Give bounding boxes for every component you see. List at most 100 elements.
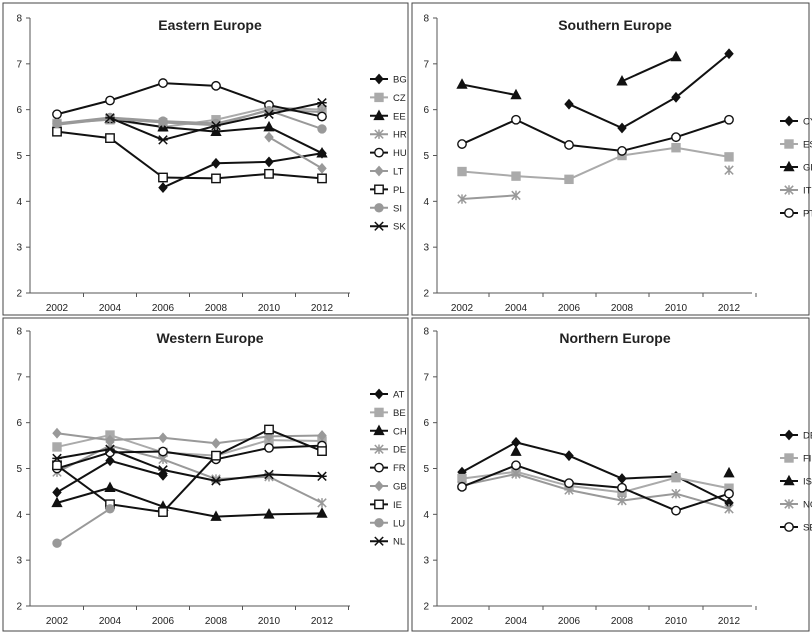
- x-tick-label: 2010: [258, 303, 281, 314]
- series-line-segment: [675, 475, 730, 504]
- series-at: [52, 455, 168, 498]
- legend-label: NO: [803, 500, 812, 511]
- data-point: [511, 190, 521, 201]
- data-point: [564, 450, 574, 462]
- data-point: [724, 114, 734, 125]
- data-point: [52, 442, 62, 452]
- series-line-segment: [109, 137, 164, 179]
- legend-marker: [374, 73, 384, 85]
- data-point: [457, 194, 467, 204]
- series-line-segment: [515, 118, 570, 146]
- series-line-segment: [162, 120, 217, 125]
- series-line-segment: [215, 473, 270, 482]
- data-point: [317, 111, 327, 122]
- series-line-segment: [268, 512, 323, 516]
- series-line-segment: [621, 492, 677, 502]
- data-point: [616, 74, 628, 86]
- legend-marker: [374, 165, 384, 177]
- data-point: [317, 173, 327, 184]
- series-line-segment: [568, 154, 623, 181]
- legend-marker: [373, 109, 385, 121]
- series-line-segment: [56, 130, 111, 140]
- y-tick-label: 7: [16, 59, 22, 70]
- data-point: [671, 132, 681, 143]
- data-point: [671, 143, 681, 153]
- data-point: [264, 469, 274, 480]
- series-line-segment: [56, 432, 111, 442]
- data-point: [671, 505, 681, 516]
- legend-marker: [374, 388, 384, 400]
- series-line-segment: [109, 116, 164, 141]
- series-sk: [105, 98, 327, 145]
- series-lt: [264, 131, 327, 174]
- data-point: [317, 471, 327, 482]
- y-tick-label: 3: [16, 243, 22, 254]
- x-tick-label: 2012: [311, 616, 334, 627]
- data-point: [105, 444, 115, 454]
- series-line-segment: [268, 172, 323, 180]
- chart-title: Southern Europe: [558, 17, 672, 33]
- data-point: [724, 152, 734, 162]
- legend-label: PT: [803, 209, 812, 220]
- legend-label: CY: [803, 117, 812, 128]
- data-point: [564, 174, 574, 185]
- legend-marker: [374, 147, 384, 158]
- y-tick-label: 7: [423, 59, 429, 70]
- series-line-segment: [56, 117, 111, 126]
- y-tick-label: 7: [423, 372, 429, 383]
- series-ie: [52, 424, 327, 517]
- series-line-segment: [56, 99, 111, 116]
- series-line-segment: [461, 83, 517, 96]
- data-point: [158, 507, 168, 517]
- legend-label: NL: [393, 537, 405, 548]
- y-tick-label: 2: [16, 289, 22, 300]
- data-point: [317, 162, 327, 174]
- data-point: [105, 434, 115, 446]
- series-line-segment: [215, 439, 270, 457]
- chart-title: Northern Europe: [559, 330, 670, 346]
- series-line-segment: [215, 172, 270, 180]
- data-point: [52, 427, 62, 439]
- data-point: [105, 455, 115, 467]
- data-point: [211, 157, 221, 169]
- chart-title: Western Europe: [156, 330, 263, 346]
- series-line-segment: [675, 476, 730, 490]
- series-line-segment: [675, 118, 730, 139]
- data-point: [456, 78, 468, 89]
- data-point: [52, 118, 62, 129]
- data-point: [52, 460, 62, 471]
- series-line-segment: [675, 492, 730, 512]
- data-point: [511, 171, 521, 181]
- series-line-segment: [162, 450, 217, 461]
- legend-label: FR: [393, 463, 406, 474]
- x-tick-label: 2012: [718, 616, 741, 627]
- series-hu: [52, 78, 327, 122]
- series-line-segment: [162, 176, 217, 180]
- y-tick-label: 5: [16, 151, 22, 162]
- data-point: [617, 495, 627, 506]
- x-tick-label: 2002: [46, 616, 69, 627]
- legend-marker: [374, 203, 384, 213]
- legend-marker: [784, 499, 794, 509]
- panel-frame: [411, 2, 810, 316]
- data-point: [263, 120, 275, 132]
- legend-marker: [374, 221, 384, 231]
- data-point: [617, 482, 627, 493]
- data-point: [511, 469, 521, 479]
- data-point: [511, 460, 521, 471]
- series-line-segment: [109, 459, 164, 477]
- series-line-segment: [162, 505, 217, 518]
- y-tick-label: 8: [16, 327, 22, 338]
- series-line-segment: [268, 444, 323, 449]
- series-line-segment: [56, 507, 111, 545]
- data-point: [52, 453, 62, 464]
- data-point: [724, 504, 734, 514]
- legend-label: EE: [393, 111, 406, 122]
- legend-marker: [374, 184, 384, 195]
- series-line-segment: [109, 434, 164, 454]
- data-point: [317, 98, 327, 108]
- data-point: [104, 481, 116, 493]
- data-point: [211, 450, 221, 461]
- x-tick-label: 2004: [505, 303, 528, 314]
